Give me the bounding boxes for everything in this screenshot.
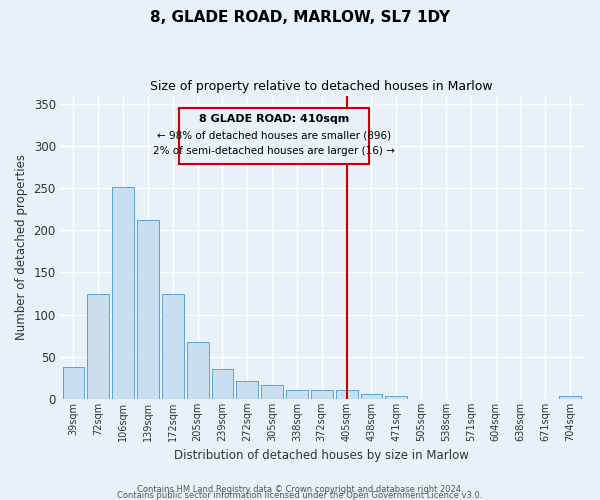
Title: Size of property relative to detached houses in Marlow: Size of property relative to detached ho… bbox=[151, 80, 493, 93]
Bar bbox=[236, 381, 258, 399]
Bar bbox=[212, 370, 233, 399]
Bar bbox=[62, 367, 85, 399]
Bar bbox=[88, 294, 109, 399]
Bar bbox=[361, 394, 382, 399]
Bar bbox=[137, 220, 159, 399]
Bar bbox=[335, 390, 358, 399]
X-axis label: Distribution of detached houses by size in Marlow: Distribution of detached houses by size … bbox=[175, 450, 469, 462]
Bar bbox=[261, 386, 283, 399]
Text: ← 98% of detached houses are smaller (896): ← 98% of detached houses are smaller (89… bbox=[157, 130, 391, 140]
Text: 8 GLADE ROAD: 410sqm: 8 GLADE ROAD: 410sqm bbox=[199, 114, 349, 124]
Bar bbox=[559, 396, 581, 399]
FancyBboxPatch shape bbox=[179, 108, 369, 164]
Bar bbox=[187, 342, 209, 399]
Text: Contains HM Land Registry data © Crown copyright and database right 2024.: Contains HM Land Registry data © Crown c… bbox=[137, 484, 463, 494]
Bar bbox=[311, 390, 333, 399]
Bar bbox=[385, 396, 407, 399]
Bar bbox=[162, 294, 184, 399]
Text: Contains public sector information licensed under the Open Government Licence v3: Contains public sector information licen… bbox=[118, 490, 482, 500]
Text: 8, GLADE ROAD, MARLOW, SL7 1DY: 8, GLADE ROAD, MARLOW, SL7 1DY bbox=[150, 10, 450, 25]
Bar bbox=[286, 390, 308, 399]
Text: 2% of semi-detached houses are larger (16) →: 2% of semi-detached houses are larger (1… bbox=[153, 146, 395, 156]
Y-axis label: Number of detached properties: Number of detached properties bbox=[15, 154, 28, 340]
Bar bbox=[112, 186, 134, 399]
